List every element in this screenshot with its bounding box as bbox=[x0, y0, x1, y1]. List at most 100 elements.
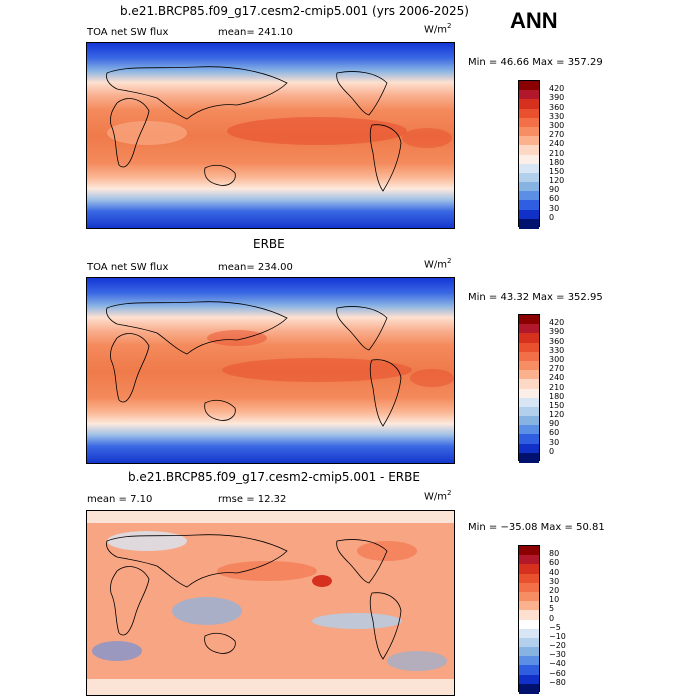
colorbar-swatch bbox=[519, 416, 539, 426]
panel2-colorbar bbox=[518, 314, 540, 463]
colorbar-tick-label: −20 bbox=[549, 641, 566, 651]
colorbar-swatch bbox=[519, 108, 539, 119]
colorbar-tick-label: 150 bbox=[549, 166, 565, 176]
panel3-map bbox=[86, 510, 455, 696]
panel2-units-text: W/m bbox=[424, 259, 447, 271]
panel3-units: W/m2 bbox=[424, 489, 451, 502]
colorbar-tick-label: 0 bbox=[549, 212, 555, 222]
colorbar-tick-label: 60 bbox=[549, 194, 560, 204]
colorbar-tick-label: 390 bbox=[549, 93, 565, 103]
colorbar-tick-label: −10 bbox=[549, 631, 566, 641]
colorbar-swatch bbox=[519, 218, 539, 229]
colorbar-tick-label: 360 bbox=[549, 102, 565, 112]
panel2-variable: TOA net SW flux bbox=[87, 262, 169, 273]
colorbar-swatch bbox=[519, 360, 539, 371]
colorbar-tick-label: −60 bbox=[549, 668, 566, 678]
colorbar-tick-label: 240 bbox=[549, 373, 565, 383]
colorbar-tick-label: 420 bbox=[549, 84, 565, 94]
colorbar-tick-label: 30 bbox=[549, 203, 560, 213]
colorbar-tick-label: 40 bbox=[549, 567, 560, 577]
panel3-units-sup: 2 bbox=[447, 489, 452, 497]
colorbar-swatch bbox=[519, 379, 539, 389]
colorbar-tick-label: 360 bbox=[549, 336, 565, 346]
colorbar-swatch bbox=[519, 573, 539, 584]
colorbar-swatch bbox=[519, 163, 539, 174]
colorbar-tick-label: 300 bbox=[549, 354, 565, 364]
colorbar-tick-label: 300 bbox=[549, 120, 565, 130]
colorbar-swatch bbox=[519, 683, 539, 694]
panel3-colorbar-labels: 80 60 40 30 20 10 5 0 −5 −10 −20 −30 −40 −60 −80 bbox=[549, 545, 589, 692]
colorbar-tick-label: 20 bbox=[549, 585, 560, 595]
panel3-minmax: Min = −35.08 Max = 50.81 bbox=[468, 522, 605, 533]
panel2-map-svg bbox=[87, 278, 454, 463]
colorbar-tick-label: 0 bbox=[549, 613, 555, 623]
colorbar-swatch bbox=[519, 665, 539, 676]
panel1-units-sup: 2 bbox=[447, 22, 452, 30]
colorbar-swatch bbox=[519, 610, 539, 620]
panel1-minmax: Min = 46.66 Max = 357.29 bbox=[468, 57, 603, 68]
colorbar-tick-label: −40 bbox=[549, 659, 566, 669]
panel1-units-text: W/m bbox=[424, 24, 447, 36]
panel3-rmse: rmse = 12.32 bbox=[218, 494, 287, 505]
colorbar-swatch bbox=[519, 397, 539, 408]
panel2-units: W/m2 bbox=[424, 257, 451, 270]
colorbar-swatch bbox=[519, 182, 539, 192]
colorbar-swatch bbox=[519, 388, 539, 399]
colorbar-swatch bbox=[519, 591, 539, 602]
colorbar-tick-label: 270 bbox=[549, 130, 565, 140]
colorbar-swatch bbox=[519, 172, 539, 183]
colorbar-swatch bbox=[519, 546, 539, 556]
colorbar-tick-label: 120 bbox=[549, 410, 565, 420]
panel2-units-sup: 2 bbox=[447, 257, 452, 265]
colorbar-swatch bbox=[519, 674, 539, 685]
colorbar-tick-label: 30 bbox=[549, 576, 560, 586]
colorbar-swatch bbox=[519, 425, 539, 435]
colorbar-swatch bbox=[519, 81, 539, 91]
colorbar-swatch bbox=[519, 333, 539, 344]
colorbar-swatch bbox=[519, 582, 539, 593]
colorbar-tick-label: 210 bbox=[549, 382, 565, 392]
colorbar-tick-label: 210 bbox=[549, 148, 565, 158]
colorbar-swatch bbox=[519, 452, 539, 463]
colorbar-swatch bbox=[519, 628, 539, 639]
colorbar-tick-label: 420 bbox=[549, 318, 565, 328]
panel1-variable: TOA net SW flux bbox=[87, 27, 169, 38]
colorbar-swatch bbox=[519, 145, 539, 155]
panel3-title: b.e21.BRCP85.f09_g17.cesm2-cmip5.001 - E… bbox=[128, 470, 420, 484]
season-label: ANN bbox=[510, 8, 558, 33]
panel1-map-svg bbox=[87, 43, 454, 228]
colorbar-tick-label: 150 bbox=[549, 400, 565, 410]
colorbar-tick-label: 5 bbox=[549, 604, 555, 614]
colorbar-swatch bbox=[519, 656, 539, 666]
colorbar-swatch bbox=[519, 126, 539, 137]
panel1-map bbox=[86, 42, 455, 229]
colorbar-swatch bbox=[519, 342, 539, 353]
panel1-colorbar-labels: 420 390 360 330 300 270 240 210 180 150 120 90 60 30 0 bbox=[549, 80, 589, 227]
colorbar-swatch bbox=[519, 209, 539, 220]
colorbar-tick-label: 270 bbox=[549, 364, 565, 374]
colorbar-tick-label: 180 bbox=[549, 157, 565, 167]
panel1-colorbar bbox=[518, 80, 540, 229]
colorbar-swatch bbox=[519, 351, 539, 362]
panel2-minmax: Min = 43.32 Max = 352.95 bbox=[468, 292, 603, 303]
colorbar-swatch bbox=[519, 90, 539, 100]
colorbar-tick-label: −30 bbox=[549, 650, 566, 660]
colorbar-tick-label: 240 bbox=[549, 139, 565, 149]
panel3-colorbar bbox=[518, 545, 540, 694]
colorbar-swatch bbox=[519, 154, 539, 165]
figure-title: b.e21.BRCP85.f09_g17.cesm2-cmip5.001 (yr… bbox=[120, 4, 469, 18]
colorbar-tick-label: 80 bbox=[549, 549, 560, 559]
colorbar-swatch bbox=[519, 443, 539, 454]
panel1-units: W/m2 bbox=[424, 22, 451, 35]
colorbar-tick-label: 180 bbox=[549, 391, 565, 401]
colorbar-swatch bbox=[519, 434, 539, 445]
panel1-mean: mean= 241.10 bbox=[218, 27, 293, 38]
colorbar-tick-label: 30 bbox=[549, 437, 560, 447]
colorbar-swatch bbox=[519, 315, 539, 325]
colorbar-tick-label: 60 bbox=[549, 558, 560, 568]
panel2-mean: mean= 234.00 bbox=[218, 262, 293, 273]
panel3-map-svg bbox=[87, 511, 454, 695]
colorbar-tick-label: −5 bbox=[549, 622, 561, 632]
colorbar-tick-label: 330 bbox=[549, 345, 565, 355]
colorbar-swatch bbox=[519, 601, 539, 611]
